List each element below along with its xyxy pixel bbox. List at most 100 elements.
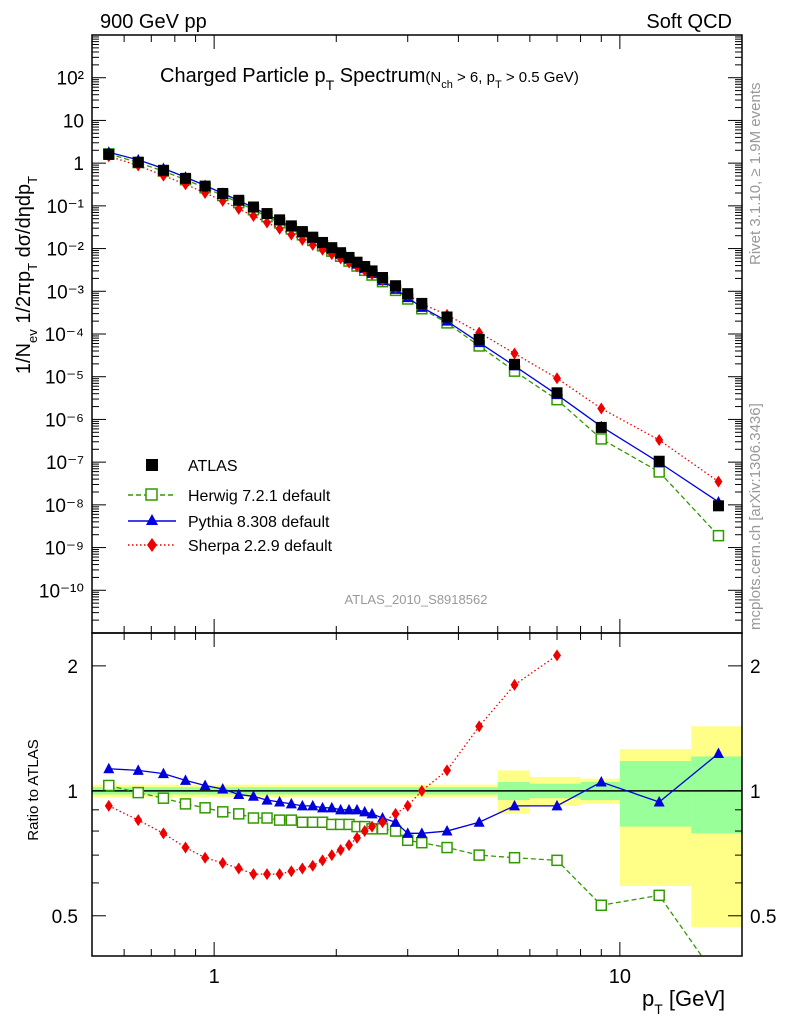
chart-marks: 1 10 10⁻¹⁰ 10⁻⁹ 10⁻⁸ 10⁻⁷ 10⁻⁶ 10⁻⁵ 10⁻⁴ 10⁻³ 10⁻²…	[39, 34, 776, 988]
main-y-tick-label: 10⁻⁴	[45, 325, 84, 346]
ratio-sherpa-sherpa-point	[134, 814, 143, 827]
main-atlas-atlas-point	[179, 172, 191, 184]
ratio-pythia-pythia-point	[307, 799, 319, 811]
main-herwig-herwig-point	[653, 466, 665, 478]
ratio-ylabel: Ratio to ATLAS	[25, 739, 42, 840]
ratio-pythia-pythia-point	[441, 825, 453, 836]
main-y-tick-label: 1	[73, 154, 84, 175]
ratio-pythia-pythia-point	[199, 779, 211, 790]
ratio-herwig-herwig-point	[157, 792, 170, 804]
mcplots-label: mcplots.cern.ch [arXiv:1306.3436]	[747, 403, 764, 630]
main-sherpa-sherpa-point	[287, 228, 296, 241]
ratio-pythia-pythia-point	[217, 783, 229, 794]
ratio-sherpa-sherpa-point	[360, 825, 369, 838]
ratio-y-tick-label-right: 0.5	[750, 907, 776, 928]
ratio-pythia-pythia-point	[285, 797, 297, 809]
main-atlas-atlas-point	[285, 220, 297, 232]
ratio-pythia-pythia-point	[233, 788, 245, 799]
legend-sherpa-label: Sherpa 2.2.9 default	[188, 538, 333, 555]
main-y-tick-label: 10⁻⁸	[45, 496, 84, 517]
ratio-sherpa-sherpa-point	[443, 764, 452, 777]
ratio-sherpa-line	[108, 654, 558, 875]
ratio-pythia-pythia-point	[103, 762, 115, 774]
ratio-pythia-pythia-point	[343, 803, 355, 815]
ratio-sherpa-sherpa-point	[181, 841, 190, 854]
legend: ATLAS Herwig 7.2.1 default Pythia 8.308 …	[128, 458, 333, 555]
ratio-pythia-pythia-point	[317, 801, 329, 813]
ratio-herwig-herwig-point	[653, 889, 665, 902]
main-atlas-atlas-point	[595, 421, 607, 433]
main-atlas-atlas-point	[157, 164, 169, 176]
ratio-herwig-herwig-point	[389, 825, 402, 837]
main-sherpa-sherpa-point	[234, 202, 243, 215]
analysis-tag: ATLAS_2010_S8918562	[345, 592, 488, 607]
title-cut-close: > 0.5 GeV)	[502, 69, 579, 86]
ratio-sherpa-sherpa-point	[104, 799, 113, 812]
main-sherpa-sherpa-point	[597, 402, 606, 415]
main-y-tick-label: 10⁻²	[47, 240, 85, 261]
main-atlas-atlas-point	[351, 256, 363, 268]
ratio-stat-band	[619, 760, 692, 827]
ratio-sherpa-sherpa-point	[218, 857, 227, 870]
main-pythia-line	[108, 151, 719, 503]
main-atlas-atlas-point	[390, 280, 402, 292]
main-ylabel: 1/Nev 1/2πpT dσ/dηdpT	[13, 176, 40, 374]
ratio-herwig-herwig-point	[473, 849, 485, 861]
main-atlas-atlas-point	[473, 333, 485, 345]
legend-sherpa-marker	[147, 538, 157, 552]
main-atlas-atlas-point	[132, 156, 144, 168]
main-sherpa-sherpa-point	[275, 222, 284, 235]
ratio-y-tick-label-right: 2	[750, 657, 761, 678]
ratio-pythia-pythia-point	[326, 801, 338, 813]
ratio-sherpa-sherpa-point	[263, 868, 272, 881]
ratio-sherpa-sherpa-point	[336, 844, 345, 857]
ratio-herwig-herwig-point	[316, 816, 329, 829]
title-cut-sub2: T	[495, 79, 502, 91]
ratio-series-group	[103, 649, 724, 956]
ylabel-c-sub: T	[25, 176, 40, 184]
ratio-pythia-pythia-point	[335, 803, 347, 815]
ratio-pythia-pythia-point	[132, 764, 144, 775]
ratio-sherpa-sherpa-point	[327, 849, 336, 862]
ratio-pythia-pythia-point	[351, 803, 363, 815]
ratio-sherpa-sherpa-point	[378, 816, 387, 829]
ratio-pythia-pythia-point	[473, 816, 485, 827]
main-atlas-atlas-point	[103, 148, 115, 160]
ratio-pythia-pythia-point	[712, 747, 724, 759]
ratio-y-tick-label-left: 0.5	[52, 907, 78, 928]
ratio-sherpa-sherpa-point	[159, 827, 168, 840]
ratio-pythia-pythia-point	[359, 805, 371, 817]
main-y-tick-label: 10⁻³	[47, 282, 85, 303]
title-cut-sub1: ch	[441, 79, 453, 91]
main-sherpa-line	[108, 155, 719, 483]
ratio-herwig-herwig-point	[132, 786, 144, 799]
ratio-herwig-herwig-point	[441, 841, 453, 854]
main-atlas-atlas-point	[261, 208, 273, 220]
main-sherpa-sherpa-point	[714, 475, 723, 488]
ratio-pythia-pythia-point	[296, 799, 308, 811]
ratio-sherpa-sherpa-point	[417, 784, 426, 797]
ratio-herwig-herwig-point	[179, 798, 192, 810]
ratio-sherpa-sherpa-point	[298, 862, 307, 875]
main-herwig-herwig-point	[712, 529, 725, 542]
ratio-sherpa-sherpa-point	[475, 720, 484, 733]
ratio-herwig-line	[108, 784, 703, 956]
x-tick-label: 10	[609, 966, 631, 988]
ratio-y-tick-label-left: 1	[67, 782, 78, 803]
ratio-pythia-pythia-point	[653, 795, 665, 807]
legend-pythia-marker	[146, 514, 158, 525]
main-atlas-atlas-point	[296, 226, 308, 238]
legend-atlas-label: ATLAS	[188, 458, 238, 475]
ratio-herwig-herwig-point	[551, 854, 563, 867]
ratio-sherpa-sherpa-point	[368, 820, 377, 833]
ratio-herwig-herwig-point	[247, 812, 260, 824]
ratio-herwig-herwig-point	[306, 816, 319, 829]
ratio-sherpa-sherpa-point	[308, 859, 317, 872]
main-atlas-atlas-point	[359, 261, 371, 273]
ratio-pythia-pythia-point	[551, 799, 563, 811]
ratio-pythia-pythia-point	[179, 774, 191, 785]
title-main-sub: T	[326, 77, 335, 93]
ratio-pythia-pythia-point	[595, 776, 607, 787]
ratio-herwig-herwig-point	[508, 851, 521, 864]
